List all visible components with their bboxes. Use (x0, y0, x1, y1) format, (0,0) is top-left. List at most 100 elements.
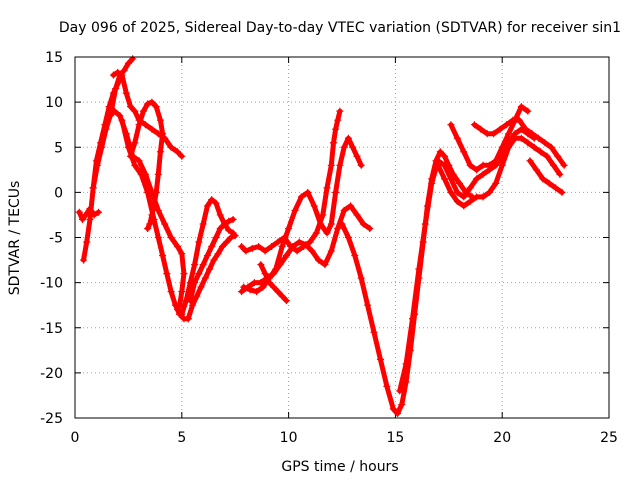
data-point (274, 288, 282, 296)
data-point (114, 68, 122, 76)
data-point (135, 121, 143, 129)
chart-title: Day 096 of 2025, Sidereal Day-to-day VTE… (59, 20, 621, 36)
data-point (124, 143, 132, 151)
data-point (492, 179, 500, 187)
data-point (167, 143, 175, 151)
y-tick-label: -15 (40, 321, 63, 337)
data-point (535, 134, 543, 142)
data-point (336, 107, 344, 115)
data-point (274, 238, 282, 246)
data-point (146, 220, 154, 228)
data-point (552, 184, 560, 192)
data-point (344, 134, 352, 142)
data-point (199, 220, 207, 228)
series-track-19 (470, 116, 568, 169)
data-point (334, 224, 342, 232)
series-track-11 (238, 107, 344, 255)
data-point (357, 161, 365, 169)
series-track-3 (89, 107, 188, 318)
data-point (349, 143, 357, 151)
data-point (466, 197, 474, 205)
data-point (327, 161, 335, 169)
data-point (340, 143, 348, 151)
data-point (180, 270, 188, 278)
data-point (89, 184, 97, 192)
data-point (203, 202, 211, 210)
data-point (308, 247, 316, 255)
data-point (265, 279, 273, 287)
series-group (75, 55, 568, 417)
grid-lines (75, 57, 609, 418)
data-point (329, 139, 337, 147)
data-point (505, 130, 513, 138)
series-track-14 (257, 261, 290, 305)
y-tick-label: 10 (45, 95, 63, 111)
series-track-13 (238, 202, 374, 296)
data-point (498, 143, 506, 151)
data-point (148, 98, 156, 106)
x-tick-label: 25 (600, 430, 618, 446)
data-point (524, 107, 532, 115)
data-point (297, 193, 305, 201)
data-point (532, 166, 540, 174)
data-point (321, 261, 329, 269)
series-track-20 (526, 157, 566, 196)
data-point (556, 170, 564, 178)
series-track-17 (434, 134, 564, 210)
data-point (83, 238, 91, 246)
y-tick-label: 15 (45, 50, 63, 66)
series-line (185, 233, 238, 322)
data-point (537, 148, 545, 156)
data-point (135, 157, 143, 165)
data-point (174, 148, 182, 156)
data-point (195, 238, 203, 246)
series-line (119, 117, 191, 322)
data-point (124, 59, 132, 67)
series-line (527, 158, 565, 195)
data-point (131, 139, 139, 147)
data-point (483, 130, 491, 138)
y-tick-label: 0 (54, 185, 63, 201)
data-point (402, 360, 410, 368)
data-point (86, 215, 94, 223)
data-point (178, 288, 186, 296)
data-point (490, 130, 498, 138)
data-point (184, 315, 192, 323)
data-point (244, 283, 252, 291)
data-point (102, 125, 110, 133)
data-point (466, 161, 474, 169)
data-point (453, 188, 461, 196)
data-point (470, 121, 478, 129)
data-point (131, 107, 139, 115)
data-point (210, 256, 218, 264)
data-point (549, 161, 557, 169)
data-point (530, 143, 538, 151)
data-point (359, 220, 367, 228)
plot-frame (74, 56, 610, 419)
data-point (203, 252, 211, 260)
data-point (137, 170, 145, 178)
data-point (436, 148, 444, 156)
data-point (255, 243, 263, 251)
data-point (310, 202, 318, 210)
data-point (127, 103, 135, 111)
data-point (496, 125, 504, 133)
data-point (357, 274, 365, 282)
data-point (238, 243, 246, 251)
series-line (239, 108, 343, 254)
data-point (186, 297, 194, 305)
data-point (216, 211, 224, 219)
data-point (396, 387, 404, 395)
data-point (558, 188, 566, 196)
data-point (257, 261, 265, 269)
data-point (505, 143, 513, 151)
data-point (366, 224, 374, 232)
data-point (524, 139, 532, 147)
data-point (278, 292, 286, 300)
data-point (144, 188, 152, 196)
data-point (460, 193, 468, 201)
data-point (539, 175, 547, 183)
data-point (250, 279, 258, 287)
data-point (306, 238, 314, 246)
